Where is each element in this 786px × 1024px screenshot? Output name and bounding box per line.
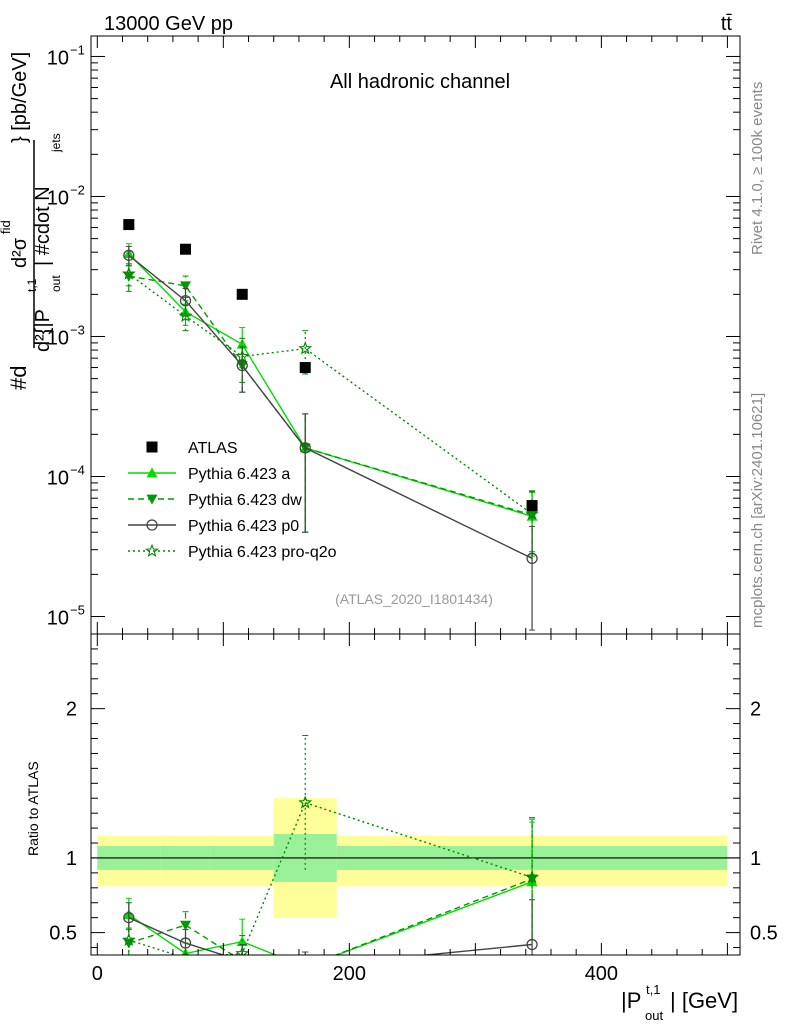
ratio-xtick-label: 200 [333,963,366,985]
ratio-ytick-label-right: 1 [750,848,761,870]
ylabel-numerator-prefix: #d [6,366,31,390]
series-point [298,341,313,355]
main-ytick-label-exp: −5 [70,603,85,618]
series-point [123,249,135,261]
xlabel-main: |P [621,988,641,1013]
ratio-point [300,961,311,971]
xlabel-sup: t,1 [646,982,660,997]
ratio-ytick-label: 1 [66,848,77,870]
legend-marker [146,494,158,505]
energy-label: 13000 GeV pp [104,13,233,35]
ratio-xtick-label: 0 [92,963,103,985]
rivet-label: Rivet 4.1.0, ≥ 100k events [749,82,766,255]
ratio-point [526,938,538,951]
main-ytick-label-exp: −2 [70,182,85,197]
ylabel-numerator-sup: fid [0,220,13,234]
legend-label: Pythia 6.423 pro-q2o [188,544,337,561]
process-label: tt̄ [721,13,733,35]
legend-label: ATLAS [188,440,238,457]
legend-label: Pythia 6.423 a [188,466,290,483]
main-ytick-label: 10 [47,187,69,209]
series-line [128,254,533,560]
main-ytick-label: 10 [47,47,69,69]
ratio-series-line [128,878,533,955]
series-point [299,442,311,454]
ylabel-denominator-main: d²{|P [32,309,54,352]
ratio-ytick-label: 2 [66,699,77,721]
main-ytick-label-exp: −4 [70,462,85,477]
ratio-point [298,795,313,809]
ylabel-denominator-rest: | #cdot N [32,186,54,266]
ratio-xlabel: |P t,1 out | [GeV] [621,982,738,1023]
atlas-point [236,288,248,300]
ratio-point [237,956,247,966]
legend-marker [146,519,158,531]
main-ytick-label: 10 [47,608,69,630]
ratio-ytick-label-right: 0.5 [750,923,778,945]
ratio-ylabel: Ratio to ATLAS [25,761,41,856]
legend-marker [145,543,159,557]
atlas-point [526,500,538,512]
atlas-point [123,219,135,231]
ylabel-denominator-sub2: jets [49,133,63,153]
series-point [235,349,250,363]
main-ylabel: #d d²σ fid d²{|P t,1 out | #cdot N jets … [0,52,63,390]
xlabel-sub: out [645,1008,663,1023]
series-point [526,552,538,565]
ylabel-numerator-main: d²σ [9,237,31,268]
ratio-point [180,920,192,931]
series-point [525,506,540,520]
watermark: (ATLAS_2020_I1801434) [335,591,493,607]
series-point [178,308,193,322]
main-ytick-label-exp: −3 [70,322,85,337]
ratio-point [235,946,250,955]
atlas-point [180,243,192,255]
legend-marker [146,441,158,453]
xlabel-rest: | [GeV] [670,988,738,1013]
series-point [236,338,248,349]
ratio-panel: 0.5 0.5 1 1 2 2 0 200 400 [49,633,778,985]
ratio-series-line [128,801,533,955]
main-title: All hadronic channel [330,71,510,93]
ratio-xtick-label: 400 [585,963,618,985]
main-ytick-label: 10 [47,467,69,489]
ylabel-denominator-sup: t,1 [25,278,39,292]
ratio-ytick-label: 0.5 [49,923,77,945]
ratio-point [121,932,136,946]
main-panel: 10−110−210−310−410−5 All hadronic channe… [47,35,741,635]
main-ytick-label-exp: −1 [70,42,85,57]
ylabel-denominator-sub: out [49,275,63,292]
ratio-frame [90,633,741,956]
series-point [180,281,192,292]
legend-label: Pythia 6.423 dw [188,492,302,509]
source-label: mcplots.cern.ch [arXiv:2401.10621] [749,393,766,628]
ratio-series-line [128,917,533,955]
ylabel-unit: } [pb/GeV] [9,52,31,143]
ratio-point [123,912,135,924]
legend-label: Pythia 6.423 p0 [188,518,299,535]
series-point [179,295,192,307]
atlas-point [299,362,311,374]
series-point [121,266,136,280]
ratio-point [300,963,311,973]
legend: ATLAS Pythia 6.423 a Pythia 6.423 dw Pythia… [128,440,337,561]
ratio-point [300,962,310,972]
ratio-point [525,870,540,884]
ratio-ytick-label-right: 2 [750,699,761,721]
legend-marker [146,467,158,478]
ratio-point [237,957,248,967]
main-ytick-label: 10 [47,327,69,349]
